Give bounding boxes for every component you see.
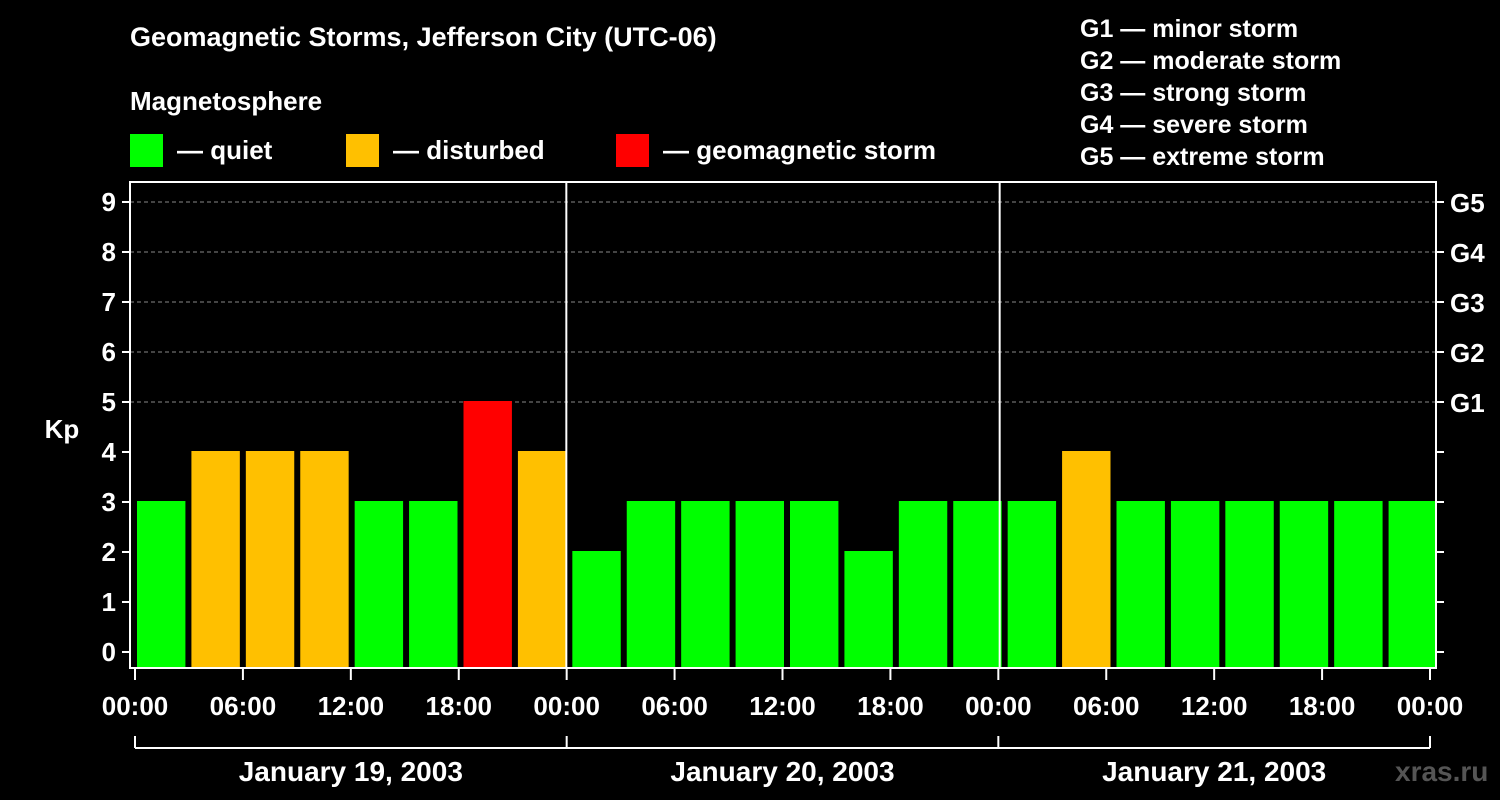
legend-disturbed: — disturbed bbox=[346, 134, 545, 167]
kp-bar bbox=[1062, 451, 1111, 668]
kp-bar bbox=[191, 451, 240, 668]
day-label: January 19, 2003 bbox=[239, 756, 463, 787]
y-tick-label: 5 bbox=[102, 387, 116, 417]
x-tick-label: 00:00 bbox=[965, 691, 1032, 721]
g-scale-label: G5 bbox=[1450, 188, 1485, 218]
kp-bar bbox=[681, 501, 730, 668]
g-scale-legend-item: G5 — extreme storm bbox=[1080, 143, 1325, 171]
x-tick-label: 06:00 bbox=[1073, 691, 1140, 721]
x-tick-label: 12:00 bbox=[749, 691, 816, 721]
x-tick-label: 12:00 bbox=[318, 691, 385, 721]
kp-bar bbox=[1170, 501, 1220, 668]
y-tick-label: 7 bbox=[102, 287, 116, 317]
kp-bar bbox=[844, 551, 893, 668]
kp-bar bbox=[953, 501, 1002, 668]
y-tick-label: 6 bbox=[102, 337, 116, 367]
kp-bar bbox=[1279, 501, 1329, 668]
x-tick-label: 18:00 bbox=[857, 691, 924, 721]
x-tick-label: 00:00 bbox=[533, 691, 600, 721]
x-tick-label: 06:00 bbox=[641, 691, 708, 721]
g-scale-label: G2 bbox=[1450, 338, 1485, 368]
y-tick-label: 9 bbox=[102, 187, 116, 217]
kp-bar bbox=[572, 551, 621, 668]
g-scale-legend: G1 — minor storm G2 — moderate storm G3 … bbox=[1080, 13, 1341, 173]
g-scale-legend-item: G2 — moderate storm bbox=[1080, 47, 1342, 75]
legend-quiet-label: — quiet bbox=[177, 135, 273, 165]
g-scale-label: G3 bbox=[1450, 288, 1485, 318]
kp-bar bbox=[790, 501, 839, 668]
x-tick-label: 12:00 bbox=[1181, 691, 1248, 721]
kp-bar bbox=[137, 501, 186, 668]
g-scale-legend-item: G3 — strong storm bbox=[1080, 79, 1307, 107]
kp-bar bbox=[898, 501, 948, 668]
kp-bar bbox=[1225, 501, 1274, 668]
kp-bar bbox=[463, 401, 512, 668]
legend-storm-swatch bbox=[616, 134, 649, 167]
x-tick-label: 00:00 bbox=[1397, 691, 1464, 721]
y-tick-label: 2 bbox=[102, 537, 116, 567]
legend-disturbed-label: — disturbed bbox=[393, 135, 545, 165]
g-scale-label: G1 bbox=[1450, 388, 1485, 418]
g-scale-legend-item: G4 — severe storm bbox=[1080, 111, 1308, 139]
y-tick-label: 8 bbox=[102, 237, 116, 267]
legend-quiet-swatch bbox=[130, 134, 163, 167]
kp-bar bbox=[245, 451, 295, 668]
y-tick-label: 1 bbox=[102, 587, 116, 617]
kp-bar bbox=[626, 501, 676, 668]
kp-bar bbox=[1334, 501, 1383, 668]
day-label: January 20, 2003 bbox=[670, 756, 894, 787]
kp-bar bbox=[300, 451, 349, 668]
kp-bar bbox=[354, 501, 404, 668]
g-scale-label: G4 bbox=[1450, 238, 1485, 268]
legend-storm: — geomagnetic storm bbox=[616, 134, 936, 167]
magnetosphere-label: Magnetosphere bbox=[130, 86, 323, 116]
kp-bar bbox=[735, 501, 784, 668]
y-tick-label: 3 bbox=[102, 487, 116, 517]
legend-quiet: — quiet bbox=[130, 134, 272, 167]
kp-bar bbox=[1388, 501, 1437, 668]
watermark: xras.ru bbox=[1395, 756, 1489, 787]
kp-bar bbox=[409, 501, 458, 668]
y-tick-label: 0 bbox=[102, 637, 116, 667]
g-scale-legend-item: G1 — minor storm bbox=[1080, 15, 1299, 43]
kp-bar bbox=[1116, 501, 1165, 668]
y-tick-label: 4 bbox=[102, 437, 117, 467]
kp-bar bbox=[1007, 501, 1057, 668]
x-tick-label: 18:00 bbox=[1289, 691, 1356, 721]
x-tick-label: 06:00 bbox=[210, 691, 277, 721]
x-tick-label: 18:00 bbox=[426, 691, 493, 721]
day-label: January 21, 2003 bbox=[1102, 756, 1326, 787]
chart-title: Geomagnetic Storms, Jefferson City (UTC-… bbox=[130, 22, 717, 52]
legend-disturbed-swatch bbox=[346, 134, 379, 167]
y-axis-title: Kp bbox=[45, 414, 80, 444]
kp-bar bbox=[517, 451, 567, 668]
legend-storm-label: — geomagnetic storm bbox=[663, 135, 937, 165]
x-tick-label: 00:00 bbox=[102, 691, 169, 721]
